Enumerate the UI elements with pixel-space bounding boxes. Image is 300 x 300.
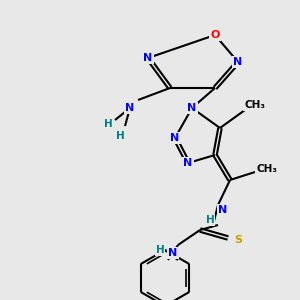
Text: H: H — [116, 131, 124, 141]
Text: H: H — [156, 245, 164, 255]
Text: CH₃: CH₃ — [256, 164, 278, 174]
Text: N: N — [143, 53, 153, 63]
Text: H: H — [103, 119, 112, 129]
Text: CH₃: CH₃ — [244, 100, 266, 110]
Text: O: O — [210, 30, 220, 40]
Text: H: H — [206, 215, 214, 225]
Text: N: N — [170, 133, 180, 143]
Text: N: N — [168, 248, 178, 258]
Text: S: S — [234, 235, 242, 245]
Text: N: N — [188, 103, 196, 113]
Text: N: N — [218, 205, 228, 215]
Text: N: N — [125, 103, 135, 113]
Text: N: N — [233, 57, 243, 67]
Text: N: N — [183, 158, 193, 168]
